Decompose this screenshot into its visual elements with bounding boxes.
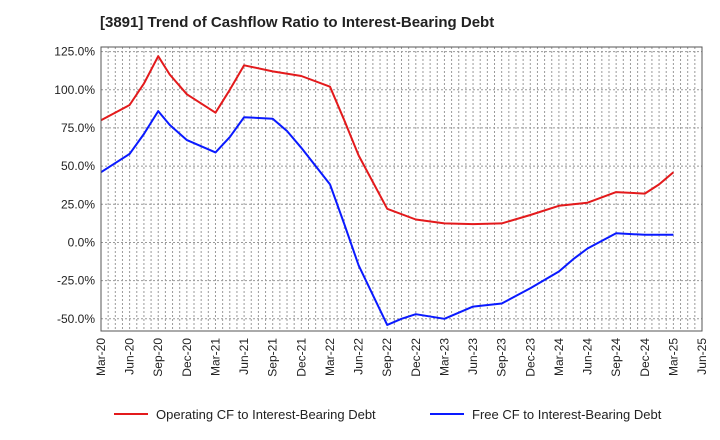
series-layer	[100, 55, 675, 326]
x-tick-label: Jun-25	[695, 338, 709, 375]
series-line-operating-cf	[100, 55, 675, 226]
x-tick-label: Dec-24	[638, 338, 652, 377]
x-tick-label: Jun-24	[581, 338, 595, 375]
x-tick-labels: Mar-20 Jun-20 Sep-20 Dec-20 Mar-21 Jun-21 Sep-…	[94, 338, 709, 377]
y-tick-label: 100.0%	[54, 83, 95, 97]
y-tick-label: 75.0%	[61, 121, 95, 135]
y-tick-label: 25.0%	[61, 197, 95, 211]
y-tick-label: -50.0%	[57, 312, 95, 326]
plot-frame	[100, 46, 703, 332]
x-tick-label: Jun-22	[352, 338, 366, 375]
x-tick-label: Sep-24	[609, 338, 623, 377]
grid-layer	[100, 47, 703, 331]
x-tick-label: Jun-21	[237, 338, 251, 375]
y-tick-label: -25.0%	[57, 274, 95, 288]
x-tick-label: Dec-20	[180, 338, 194, 377]
y-tick-label: 0.0%	[68, 235, 96, 249]
x-tick-label: Sep-23	[495, 338, 509, 377]
x-tick-label: Dec-23	[523, 338, 537, 377]
y-tick-labels: -50.0% -25.0% 0.0% 25.0% 50.0% 75.0% 100.0% 125…	[54, 45, 95, 326]
y-tick-label: 125.0%	[54, 45, 95, 59]
x-tick-label: Mar-22	[323, 338, 337, 376]
chart-title: [3891] Trend of Cashflow Ratio to Intere…	[100, 14, 495, 31]
legend-label: Free CF to Interest-Bearing Debt	[472, 407, 662, 422]
x-tick-label: Dec-21	[294, 338, 308, 377]
x-tick-label: Mar-24	[552, 338, 566, 376]
legend: Operating CF to Interest-Bearing Debt Fre…	[114, 407, 662, 422]
x-tick-label: Mar-20	[94, 338, 108, 376]
x-tick-label: Mar-23	[437, 338, 451, 376]
x-tick-label: Sep-22	[380, 338, 394, 377]
x-tick-label: Mar-25	[666, 338, 680, 376]
x-tick-label: Mar-21	[208, 338, 222, 376]
legend-label: Operating CF to Interest-Bearing Debt	[156, 407, 376, 422]
series-line-free-cf	[100, 110, 674, 326]
x-tick-label: Sep-21	[266, 338, 280, 377]
y-tick-label: 50.0%	[61, 159, 95, 173]
x-tick-label: Jun-23	[466, 338, 480, 375]
x-tick-label: Sep-20	[151, 338, 165, 377]
x-tick-label: Dec-22	[409, 338, 423, 377]
x-tick-label: Jun-20	[123, 338, 137, 375]
